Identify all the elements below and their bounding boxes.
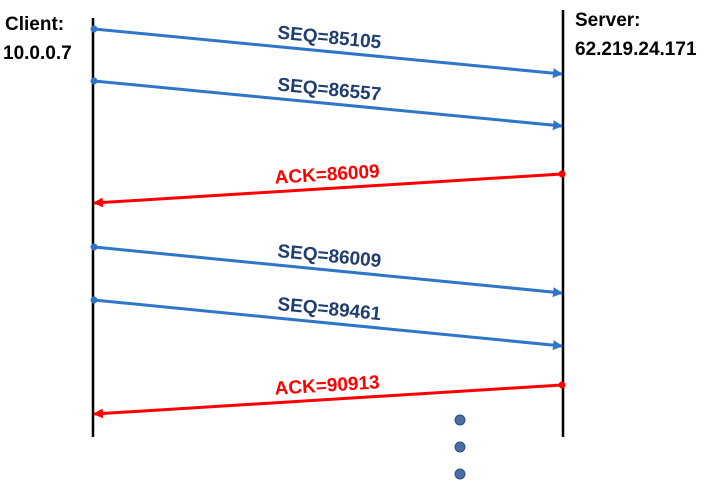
ack-arrow	[93, 383, 563, 419]
client-title: Client:	[5, 14, 65, 35]
server-title: Server:	[575, 10, 641, 31]
ack-message: ACK=90913	[93, 372, 566, 419]
seq-message: SEQ=86009	[90, 241, 563, 298]
ellipsis-dot	[454, 414, 466, 426]
ack-message: ACK=86009	[93, 161, 566, 208]
arrow-origin-dot	[90, 77, 98, 85]
arrow-origin-dot	[558, 170, 566, 178]
seq-arrow	[93, 27, 563, 79]
arrow-origin-dot	[90, 296, 98, 304]
seq-arrow	[93, 298, 563, 351]
ellipsis-dot	[454, 468, 466, 480]
ack-arrow	[93, 172, 563, 208]
seq-arrow	[93, 245, 563, 298]
arrow-origin-dot	[558, 381, 566, 389]
arrow-origin-dot	[90, 243, 98, 251]
server-address: 62.219.24.171	[575, 39, 697, 60]
client-address: 10.0.0.7	[3, 43, 72, 64]
seq-message: SEQ=85105	[90, 23, 563, 79]
ellipsis-dot	[454, 441, 466, 453]
ack-label: ACK=90913	[274, 372, 380, 399]
seq-arrow	[93, 79, 563, 131]
ack-label: ACK=86009	[274, 161, 380, 188]
seq-message: SEQ=89461	[90, 294, 563, 351]
arrow-origin-dot	[90, 25, 98, 33]
seq-message: SEQ=86557	[90, 75, 563, 131]
vertical-ellipsis-icon	[454, 414, 466, 480]
